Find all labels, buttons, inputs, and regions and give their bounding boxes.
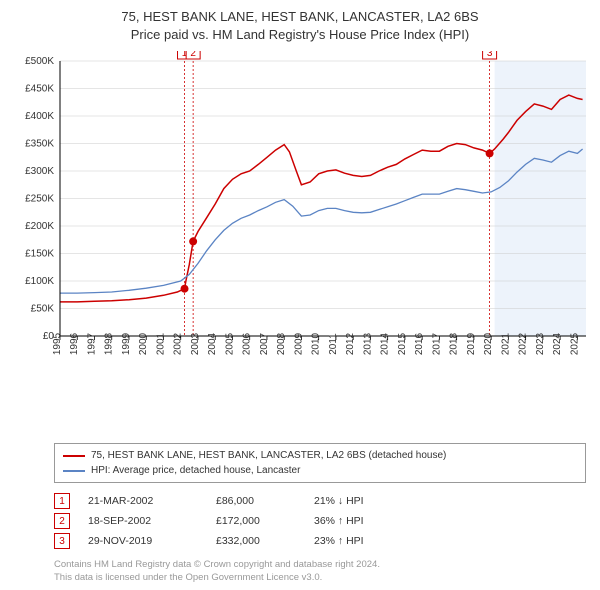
x-tick-label: 1996 bbox=[69, 333, 80, 356]
sales-marker-badge: 2 bbox=[54, 513, 70, 529]
y-tick-label: £150K bbox=[25, 249, 54, 260]
x-tick-label: 2015 bbox=[397, 333, 408, 356]
x-tick-label: 2014 bbox=[380, 333, 391, 356]
y-tick-label: £250K bbox=[25, 194, 54, 205]
x-tick-label: 1998 bbox=[104, 333, 115, 356]
x-tick-label: 2021 bbox=[500, 333, 511, 356]
x-tick-label: 1995 bbox=[52, 333, 63, 356]
x-tick-label: 2001 bbox=[155, 333, 166, 356]
x-tick-label: 2016 bbox=[414, 333, 425, 356]
title-block: 75, HEST BANK LANE, HEST BANK, LANCASTER… bbox=[10, 8, 590, 43]
sales-price: £172,000 bbox=[216, 515, 296, 527]
x-tick-label: 2020 bbox=[483, 333, 494, 356]
sales-price: £86,000 bbox=[216, 495, 296, 507]
legend-label: 75, HEST BANK LANE, HEST BANK, LANCASTER… bbox=[91, 448, 446, 463]
legend-swatch bbox=[63, 455, 85, 457]
y-tick-label: £350K bbox=[25, 139, 54, 150]
x-tick-label: 2017 bbox=[431, 333, 442, 356]
sales-date: 21-MAR-2002 bbox=[88, 495, 198, 507]
x-tick-label: 2003 bbox=[190, 333, 201, 356]
x-tick-label: 2013 bbox=[362, 333, 373, 356]
x-tick-label: 1997 bbox=[86, 333, 97, 356]
sales-marker-badge: 3 bbox=[54, 533, 70, 549]
x-tick-label: 2000 bbox=[138, 333, 149, 356]
y-tick-label: £400K bbox=[25, 111, 54, 122]
event-marker-point bbox=[181, 285, 189, 293]
y-tick-label: £100K bbox=[25, 276, 54, 287]
legend-row: HPI: Average price, detached house, Lanc… bbox=[63, 463, 577, 478]
event-marker-point bbox=[486, 149, 494, 157]
y-tick-label: £500K bbox=[25, 56, 54, 67]
event-marker-point bbox=[189, 237, 197, 245]
sales-row: 3 29-NOV-2019 £332,000 23% ↑ HPI bbox=[54, 531, 586, 551]
x-tick-label: 1999 bbox=[121, 333, 132, 356]
x-tick-label: 2007 bbox=[259, 333, 270, 356]
y-tick-label: £450K bbox=[25, 84, 54, 95]
sales-date: 29-NOV-2019 bbox=[88, 535, 198, 547]
x-tick-label: 2006 bbox=[242, 333, 253, 356]
chart-svg: £0£50K£100K£150K£200K£250K£300K£350K£400… bbox=[10, 51, 590, 381]
sales-table: 1 21-MAR-2002 £86,000 21% ↓ HPI 2 18-SEP-2002… bbox=[54, 491, 586, 551]
x-tick-label: 2008 bbox=[276, 333, 287, 356]
y-tick-label: £300K bbox=[25, 166, 54, 177]
x-tick-label: 2025 bbox=[569, 333, 580, 356]
sales-pct: 21% ↓ HPI bbox=[314, 495, 414, 507]
chart-area: £0£50K£100K£150K£200K£250K£300K£350K£400… bbox=[10, 51, 590, 437]
legend-swatch bbox=[63, 470, 85, 472]
x-tick-label: 2010 bbox=[311, 333, 322, 356]
sales-pct: 36% ↑ HPI bbox=[314, 515, 414, 527]
footer-line-1: Contains HM Land Registry data © Crown c… bbox=[54, 559, 586, 571]
legend-label: HPI: Average price, detached house, Lanc… bbox=[91, 463, 300, 478]
sales-pct: 23% ↑ HPI bbox=[314, 535, 414, 547]
x-tick-label: 2011 bbox=[328, 333, 339, 355]
x-tick-label: 2012 bbox=[345, 333, 356, 356]
sales-row: 2 18-SEP-2002 £172,000 36% ↑ HPI bbox=[54, 511, 586, 531]
legend-row: 75, HEST BANK LANE, HEST BANK, LANCASTER… bbox=[63, 448, 577, 463]
x-tick-label: 2005 bbox=[224, 333, 235, 356]
title-line-1: 75, HEST BANK LANE, HEST BANK, LANCASTER… bbox=[10, 8, 590, 26]
y-tick-label: £50K bbox=[31, 304, 55, 315]
sales-row: 1 21-MAR-2002 £86,000 21% ↓ HPI bbox=[54, 491, 586, 511]
sales-price: £332,000 bbox=[216, 535, 296, 547]
chart-container: 75, HEST BANK LANE, HEST BANK, LANCASTER… bbox=[0, 0, 600, 590]
x-tick-label: 2022 bbox=[518, 333, 529, 356]
footer-note: Contains HM Land Registry data © Crown c… bbox=[54, 559, 586, 584]
legend-box: 75, HEST BANK LANE, HEST BANK, LANCASTER… bbox=[54, 443, 586, 483]
title-line-2: Price paid vs. HM Land Registry's House … bbox=[10, 26, 590, 44]
x-tick-label: 2004 bbox=[207, 333, 218, 356]
x-tick-label: 2024 bbox=[552, 333, 563, 356]
footer-line-2: This data is licensed under the Open Gov… bbox=[54, 572, 586, 584]
event-marker-badge-text: 3 bbox=[487, 51, 493, 59]
event-marker-badge-text: 2 bbox=[190, 51, 196, 59]
x-tick-label: 2018 bbox=[449, 333, 460, 356]
sales-marker-badge: 1 bbox=[54, 493, 70, 509]
x-tick-label: 2023 bbox=[535, 333, 546, 356]
sales-date: 18-SEP-2002 bbox=[88, 515, 198, 527]
x-tick-label: 2019 bbox=[466, 333, 477, 356]
x-tick-label: 2002 bbox=[173, 333, 184, 356]
x-tick-label: 2009 bbox=[293, 333, 304, 356]
y-tick-label: £200K bbox=[25, 221, 54, 232]
